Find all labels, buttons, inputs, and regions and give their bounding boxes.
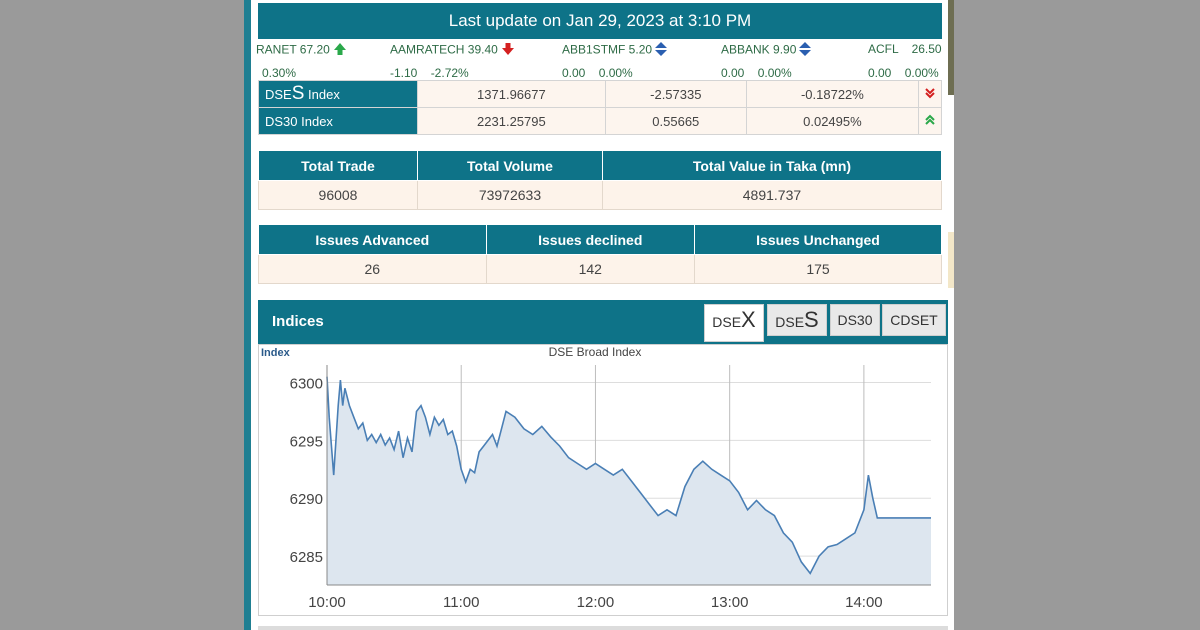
index-suffix-letter: S <box>291 83 305 104</box>
column-header: Issues Advanced <box>258 224 487 255</box>
column-header: Issues Unchanged <box>694 224 942 255</box>
table-row: 26 142 175 <box>258 254 942 284</box>
tab-label-big: X <box>741 307 756 332</box>
ticker-item[interactable]: AAMRATECH 39.40 -1.10 -2.72% <box>390 42 515 80</box>
ticker-strip[interactable]: RANET 67.20 0.30% AAMRATECH 39.40 -1.10 … <box>256 40 942 84</box>
tab-dses[interactable]: DSES <box>767 304 827 336</box>
ticker-item[interactable]: ABB1STMF 5.20 0.00 0.00% <box>562 42 668 80</box>
y-tick-label: 6285 <box>290 549 323 566</box>
index-value: 2231.25795 <box>417 107 606 135</box>
panel-title: Indices <box>272 313 324 330</box>
index-value: 1371.96677 <box>417 80 606 108</box>
issue-stats-table: Issues Advanced Issues declined Issues U… <box>258 224 942 284</box>
stat-value: 4891.737 <box>601 180 943 210</box>
y-tick-label: 6290 <box>290 491 323 508</box>
index-summary-table: DSES Index 1371.96677 -2.57335 -0.18722%… <box>258 80 942 135</box>
index-name[interactable]: DSES Index <box>258 80 418 108</box>
x-tick-label: 10:00 <box>308 594 346 611</box>
tab-ds30[interactable]: DS30 <box>830 304 880 336</box>
last-update-banner: Last update on Jan 29, 2023 at 3:10 PM <box>258 3 942 39</box>
tab-label: CDSET <box>890 312 938 328</box>
column-header: Total Value in Taka (mn) <box>601 150 943 181</box>
unchanged-arrows-icon <box>799 42 812 59</box>
left-accent-bar <box>244 0 251 630</box>
table-row: DSES Index 1371.96677 -2.57335 -0.18722% <box>258 80 942 108</box>
x-tick-label: 14:00 <box>845 594 883 611</box>
ticker-change: 0.00 0.00% <box>562 66 633 80</box>
x-tick-label: 12:00 <box>577 594 615 611</box>
ticker-name: ACFL 26.50 <box>868 42 942 56</box>
index-change: 0.55665 <box>604 107 747 135</box>
double-chevron-up-icon <box>918 107 942 135</box>
index-label: DS30 Index <box>265 113 333 129</box>
ticker-item[interactable]: RANET 67.20 0.30% <box>256 42 347 80</box>
tab-dsex[interactable]: DSEX <box>704 304 764 342</box>
ticker-name: AAMRATECH 39.40 <box>390 42 498 57</box>
ticker-change: 0.30% <box>262 66 297 80</box>
index-name[interactable]: DS30 Index <box>258 107 418 135</box>
stat-value: 26 <box>258 254 487 284</box>
chart-title: DSE Broad Index <box>549 345 642 359</box>
indices-panel-header: Indices DSEX DSES DS30 CDSET <box>258 300 948 344</box>
x-tick-label: 11:00 <box>443 594 479 611</box>
indices-panel: Indices DSEX DSES DS30 CDSET 6285 6290 629… <box>258 300 948 630</box>
ticker-change: 0.00 0.00% <box>868 66 939 80</box>
bottom-divider <box>258 626 948 630</box>
ticker-change: -1.10 -2.72% <box>390 66 469 80</box>
tab-label: DSE <box>775 314 805 330</box>
table-header-row: Issues Advanced Issues declined Issues U… <box>258 224 942 255</box>
tab-cdset[interactable]: CDSET <box>882 304 946 336</box>
unchanged-arrows-icon <box>655 42 668 59</box>
index-label: Index <box>304 87 340 102</box>
tab-label-big: S <box>804 307 819 332</box>
table-row: 96008 73972633 4891.737 <box>258 180 943 210</box>
tab-label: DSE <box>712 314 742 330</box>
index-prefix: DSE <box>265 87 292 102</box>
trade-stats-table: Total Trade Total Volume Total Value in … <box>258 150 943 210</box>
tab-label: DS30 <box>837 312 873 328</box>
y-tick-label: 6295 <box>290 433 323 450</box>
table-row: DS30 Index 2231.25795 0.55665 0.02495% <box>258 107 942 135</box>
table-header-row: Total Trade Total Volume Total Value in … <box>258 150 943 181</box>
ticker-item[interactable]: ABBANK 9.90 0.00 0.00% <box>721 42 812 80</box>
index-percent: -0.18722% <box>745 80 920 108</box>
down-arrow-icon <box>501 42 515 59</box>
series-line <box>326 376 931 575</box>
right-scroll-strip <box>948 0 954 95</box>
column-header: Total Trade <box>258 150 418 181</box>
ticker-item[interactable]: ACFL 26.50 0.00 0.00% <box>868 42 942 80</box>
y-axis-label: Index <box>261 347 291 359</box>
series-area <box>327 376 931 585</box>
index-percent: 0.02495% <box>745 107 920 135</box>
stat-value: 96008 <box>258 180 418 210</box>
stat-value: 73972633 <box>417 180 603 210</box>
column-header: Total Volume <box>417 150 603 181</box>
column-header: Issues declined <box>485 224 695 255</box>
stat-value: 175 <box>694 254 942 284</box>
ticker-name: RANET 67.20 <box>256 42 330 57</box>
double-chevron-down-icon <box>918 80 942 108</box>
ticker-name: ABBANK 9.90 <box>721 42 797 57</box>
up-arrow-icon <box>333 42 347 59</box>
right-side-strip <box>948 232 954 288</box>
stat-value: 142 <box>485 254 695 284</box>
index-change: -2.57335 <box>604 80 747 108</box>
y-tick-label: 6300 <box>290 375 323 392</box>
chart-container: 6285 6290 6295 6300 10:00 11:00 12:00 13:00 14:0… <box>258 344 948 616</box>
index-chart[interactable]: 6285 6290 6295 6300 10:00 11:00 12:00 13:00 14:0… <box>259 345 947 615</box>
x-tick-label: 13:00 <box>711 594 749 611</box>
ticker-change: 0.00 0.00% <box>721 66 792 80</box>
ticker-name: ABB1STMF 5.20 <box>562 42 653 57</box>
